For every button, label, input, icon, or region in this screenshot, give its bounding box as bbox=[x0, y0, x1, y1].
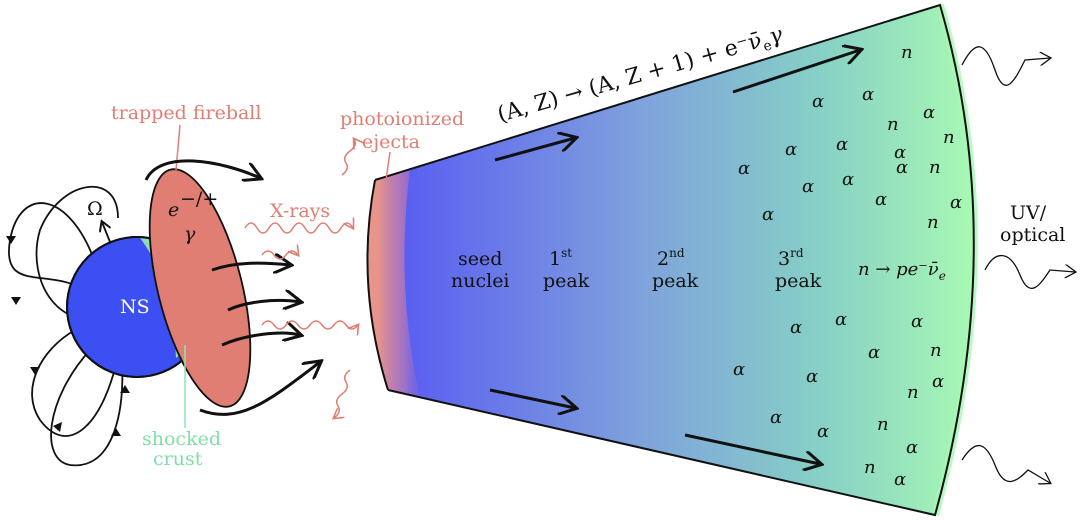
alpha-particle: α bbox=[817, 421, 829, 442]
alpha-particle: α bbox=[932, 371, 944, 392]
alpha-particle: α bbox=[894, 142, 906, 163]
photoionized-leader-line bbox=[385, 151, 391, 181]
alpha-particle: α bbox=[762, 204, 774, 225]
omega-label: Ω bbox=[87, 198, 103, 220]
alpha-particle: α bbox=[911, 311, 923, 332]
particles: α α α n n n α α α α α n α α α α α n α α … bbox=[733, 42, 962, 490]
alpha-particle: α bbox=[802, 176, 814, 197]
alpha-particle: α bbox=[785, 139, 797, 160]
neutron-particle: n bbox=[864, 457, 876, 478]
neutron-particle: n bbox=[930, 340, 942, 361]
photoionized-label-2: ejecta bbox=[362, 131, 420, 153]
alpha-particle: α bbox=[842, 169, 854, 190]
ejecta-flow-arrow-icon bbox=[489, 50, 860, 464]
second-peak-label: 2nd peak bbox=[652, 246, 699, 292]
fireball-e-label: e bbox=[168, 199, 179, 221]
third-peak-label: 3rd peak bbox=[775, 246, 822, 292]
alpha-particle: α bbox=[896, 157, 908, 178]
svg-text:1st: 1st bbox=[549, 246, 572, 270]
xrays-label: X-rays bbox=[270, 200, 330, 222]
rotation-axis-icon: Ω bbox=[87, 198, 110, 243]
alpha-particle: α bbox=[836, 134, 848, 155]
svg-text:2nd: 2nd bbox=[657, 246, 685, 270]
alpha-particle: α bbox=[894, 469, 906, 490]
xray-wave-icon bbox=[244, 139, 358, 418]
outflow-arrow-icon bbox=[144, 159, 320, 416]
alpha-particle: α bbox=[906, 437, 918, 458]
svg-text:n → pe⁻ν̄e: n → pe⁻ν̄e bbox=[858, 259, 946, 283]
neutron-particle: n bbox=[901, 42, 913, 63]
trapped-fireball: e −/+ γ bbox=[148, 168, 252, 408]
fireball-leader-line bbox=[175, 124, 181, 171]
svg-text:nuclei: nuclei bbox=[451, 270, 510, 292]
svg-text:3rd: 3rd bbox=[778, 246, 804, 270]
alpha-particle: α bbox=[862, 84, 874, 105]
alpha-particle: α bbox=[738, 158, 750, 179]
fireball-e-sup: −/+ bbox=[180, 188, 218, 210]
beta-decay-label: n → pe⁻ν̄e bbox=[858, 259, 946, 283]
alpha-particle: α bbox=[812, 91, 824, 112]
neutron-particle: n bbox=[887, 114, 899, 135]
ns-label: NS bbox=[120, 296, 150, 318]
shocked-label-2: crust bbox=[153, 448, 203, 470]
fireball-gamma-label: γ bbox=[184, 223, 196, 245]
alpha-particle: α bbox=[835, 309, 847, 330]
alpha-particle: α bbox=[950, 192, 962, 213]
alpha-particle: α bbox=[923, 102, 935, 123]
alpha-particle: α bbox=[806, 366, 818, 387]
photoionized-label-1: photoionized bbox=[340, 108, 464, 130]
first-peak-label: 1st peak bbox=[543, 246, 590, 292]
neutron-particle: n bbox=[877, 414, 889, 435]
alpha-particle: α bbox=[790, 317, 802, 338]
alpha-particle: α bbox=[733, 359, 745, 380]
uv-label-2: optical bbox=[1000, 224, 1065, 246]
svg-text:peak: peak bbox=[652, 270, 699, 292]
svg-text:seed: seed bbox=[458, 248, 502, 270]
shocked-label-1: shocked bbox=[142, 428, 221, 450]
alpha-particle: α bbox=[770, 407, 782, 428]
neutron-particle: n bbox=[943, 127, 955, 148]
svg-text:peak: peak bbox=[543, 270, 590, 292]
neutron-particle: n bbox=[927, 212, 939, 233]
field-direction-marks bbox=[6, 236, 130, 436]
trapped-fireball-label: trapped fireball bbox=[111, 102, 261, 124]
uv-label-1: UV/ bbox=[1010, 202, 1047, 224]
neutron-particle: n bbox=[929, 157, 941, 178]
svg-text:peak: peak bbox=[775, 270, 822, 292]
emission-wave-icon bbox=[961, 46, 1075, 483]
alpha-particle: α bbox=[875, 189, 887, 210]
alpha-particle: α bbox=[868, 342, 880, 363]
seed-nuclei-label: seed nuclei bbox=[451, 248, 510, 292]
neutron-particle: n bbox=[907, 382, 919, 403]
ejecta-wedge bbox=[366, 3, 978, 517]
